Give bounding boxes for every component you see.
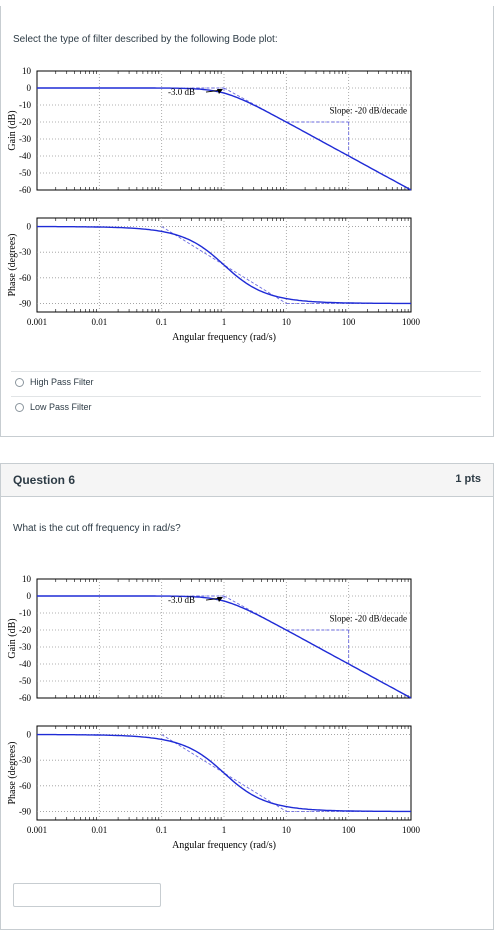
x-tick-label: 0.01 [91, 825, 107, 835]
x-axis-label: Angular frequency (rad/s) [172, 840, 276, 851]
annotation-slope: Slope: -20 dB/decade [330, 106, 407, 116]
phase-curve [37, 225, 411, 305]
gain-tick-label: -10 [19, 608, 31, 618]
x-tick-label: 1 [222, 825, 227, 835]
annotation-3db: -3.0 dB [168, 595, 195, 605]
phase-tick-label: 0 [27, 730, 32, 740]
question-6-prompt: What is the cut off frequency in rad/s? [13, 523, 181, 534]
gain-tick-label: 0 [27, 83, 32, 93]
gain-tick-label: 0 [27, 591, 32, 601]
phase-tick-label: -30 [19, 247, 31, 257]
gain-tick-label: -40 [19, 151, 31, 161]
phase-tick-label: -90 [19, 298, 31, 308]
x-tick-label: 10 [282, 317, 292, 327]
radio-high-pass[interactable] [15, 378, 24, 387]
phase-tick-label: -60 [19, 273, 31, 283]
gain-tick-label: -20 [19, 625, 31, 635]
radio-low-pass[interactable] [15, 403, 24, 412]
x-tick-label: 1000 [402, 825, 421, 835]
gain-tick-label: 10 [22, 66, 32, 76]
x-tick-label: 0.001 [27, 825, 47, 835]
annotation-slope: Slope: -20 dB/decade [330, 614, 407, 624]
annotation-3db: -3.0 dB [168, 87, 195, 97]
gain-tick-label: -50 [19, 168, 31, 178]
bode-plot-1: 100-10-20-30-40-50-600-30-60-900.001 0.01… [7, 66, 421, 343]
phase-curve [37, 733, 411, 813]
gain-tick-label: -10 [19, 100, 31, 110]
phase-asymptote [161, 226, 287, 304]
cutoff-frequency-input[interactable] [13, 883, 161, 907]
x-tick-label: 0.01 [91, 317, 107, 327]
gain-tick-label: -40 [19, 659, 31, 669]
phase-tick-label: -90 [19, 806, 31, 816]
annotation-3db-arrowhead [217, 597, 223, 602]
gain-curve [37, 87, 412, 191]
x-tick-label: 1000 [402, 317, 421, 327]
question-5-prompt: Select the type of filter described by t… [13, 34, 278, 45]
gain-tick-label: -50 [19, 676, 31, 686]
gain-tick-label: -30 [19, 134, 31, 144]
x-tick-label: 0.1 [156, 825, 167, 835]
x-tick-label: 10 [282, 825, 292, 835]
question-6-header: Question 6 1 pts [1, 464, 493, 497]
answer-low-pass[interactable]: Low Pass Filter [11, 396, 481, 421]
question-6-title: Question 6 [13, 473, 76, 487]
phase-tick-label: 0 [27, 222, 32, 232]
question-5-card: Select the type of filter described by t… [0, 6, 494, 437]
bode-plot-2: 100-10-20-30-40-50-600-30-60-900.001 0.01… [7, 574, 421, 851]
x-axis-label: Angular frequency (rad/s) [172, 332, 276, 343]
answer-label-high-pass: High Pass Filter [30, 377, 94, 387]
gain-tick-label: -60 [19, 693, 31, 703]
gain-tick-label: -20 [19, 117, 31, 127]
x-tick-label: 100 [342, 317, 356, 327]
phase-asymptote [161, 734, 287, 812]
phase-axis-label: Phase (degrees) [7, 741, 18, 804]
question-6-points: 1 pts [455, 473, 481, 485]
question-6-card: Question 6 1 pts What is the cut off fre… [0, 463, 494, 930]
gain-tick-label: -30 [19, 642, 31, 652]
gain-curve [37, 595, 412, 699]
x-tick-label: 0.001 [27, 317, 47, 327]
x-tick-label: 0.1 [156, 317, 167, 327]
phase-tick-label: -60 [19, 781, 31, 791]
phase-axis-label: Phase (degrees) [7, 233, 18, 296]
phase-tick-label: -30 [19, 755, 31, 765]
answer-high-pass[interactable]: High Pass Filter [11, 371, 481, 396]
answer-label-low-pass: Low Pass Filter [30, 402, 92, 412]
gain-axis-label: Gain (dB) [7, 618, 18, 658]
annotation-3db-arrowhead [217, 89, 223, 94]
x-tick-label: 1 [222, 317, 227, 327]
gain-axis-label: Gain (dB) [7, 110, 18, 150]
gain-tick-label: 10 [22, 574, 32, 584]
gain-tick-label: -60 [19, 185, 31, 195]
x-tick-label: 100 [342, 825, 356, 835]
